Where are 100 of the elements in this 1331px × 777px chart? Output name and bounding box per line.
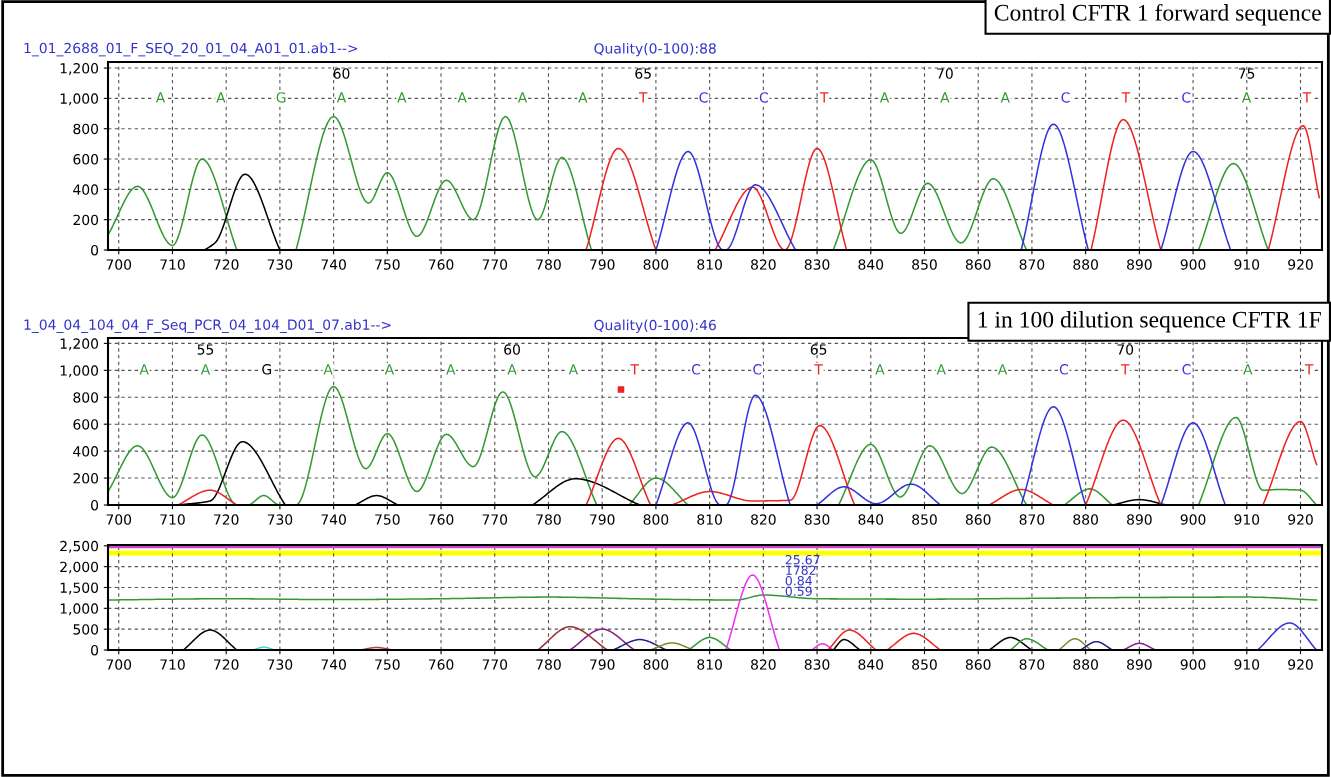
y-tick-label: 2,500 — [60, 540, 99, 553]
x-tick-label: 720 — [214, 514, 239, 525]
y-tick-label: 1,000 — [60, 365, 99, 378]
text: Quality(0-100):88 — [594, 42, 716, 57]
annotation: C — [753, 364, 762, 375]
y-tick-label: 600 — [73, 154, 99, 165]
annotation: T — [819, 92, 829, 103]
x2-tick-label: 60 — [504, 344, 520, 355]
y-tick-label: 400 — [73, 184, 99, 195]
text: 1_01_2688_01_F_SEQ_20_01_04_A01_01.ab1--> — [24, 42, 358, 57]
x-tick-label: 910 — [1234, 659, 1260, 670]
x-tick-label: 810 — [697, 659, 722, 670]
annotation: T — [814, 364, 823, 375]
y-tick-label: 1,500 — [60, 582, 99, 595]
x-tick-label: 740 — [321, 659, 346, 670]
x-tick-label: 790 — [590, 514, 615, 525]
x-tick-label: 800 — [643, 259, 669, 270]
x-tick-label: 810 — [697, 514, 722, 525]
x-tick-label: 780 — [536, 514, 561, 525]
annotation: A — [1241, 92, 1252, 103]
y-tick-label: 0 — [91, 244, 99, 256]
x-tick-label: 750 — [375, 659, 400, 670]
x-tick-label: 830 — [804, 514, 830, 525]
x-tick-label: 900 — [1180, 514, 1206, 525]
x-tick-label: 730 — [267, 659, 293, 670]
x-tick-label: 700 — [106, 514, 132, 525]
x-tick-label: 720 — [214, 659, 239, 670]
x2-tick-label: 75 — [1238, 68, 1255, 79]
annotation: A — [200, 364, 211, 375]
x-tick-label: 920 — [1288, 514, 1313, 525]
annotation: A — [155, 92, 166, 103]
annotation: A — [517, 92, 528, 103]
annotation: A — [446, 364, 456, 375]
annotation: A — [336, 92, 347, 103]
x-tick-label: 770 — [482, 659, 508, 670]
x-tick-label: 820 — [751, 659, 776, 670]
x-tick-label: 880 — [1073, 259, 1098, 270]
annotation: C — [691, 364, 701, 375]
x-tick-label: 920 — [1288, 659, 1313, 670]
x-tick-label: 900 — [1180, 659, 1206, 670]
x-tick-label: 790 — [590, 659, 615, 670]
annotation: A — [568, 364, 578, 375]
annotation: T — [1121, 92, 1131, 103]
annotation: A — [216, 92, 226, 103]
x-tick-label: 770 — [482, 514, 508, 525]
x-tick-label: 700 — [106, 259, 132, 270]
x-tick-label: 710 — [160, 514, 185, 525]
y-tick-label: 800 — [73, 392, 99, 403]
annotation: A — [507, 364, 517, 375]
x-tick-label: 820 — [751, 514, 776, 525]
x-tick-label: 910 — [1234, 259, 1260, 270]
annotation: C — [699, 92, 708, 103]
x-tick-label: 840 — [858, 514, 884, 525]
x-tick-label: 760 — [428, 659, 454, 670]
y-tick-label: 200 — [73, 214, 99, 226]
annotation: A — [323, 364, 333, 375]
x-tick-label: 860 — [965, 514, 991, 525]
x-tick-label: 840 — [858, 259, 884, 270]
x-tick-label: 720 — [214, 259, 239, 270]
annotation: A — [936, 364, 946, 375]
annotation: C — [1182, 364, 1191, 375]
x2-tick-label: 65 — [810, 344, 827, 355]
x-tick-label: 890 — [1127, 659, 1152, 670]
annotation: A — [384, 364, 395, 375]
annotation: A — [1243, 364, 1253, 375]
x-tick-label: 810 — [697, 259, 722, 270]
x2-tick-label: 70 — [937, 68, 953, 79]
x-tick-label: 780 — [536, 259, 561, 270]
x-tick-label: 710 — [160, 259, 185, 270]
x-tick-label: 860 — [965, 259, 991, 270]
x-tick-label: 890 — [1127, 514, 1152, 525]
y-tick-label: 600 — [73, 419, 99, 430]
annotation: C — [1061, 92, 1070, 103]
x-tick-label: 820 — [751, 259, 776, 270]
x2-tick-label: 60 — [333, 68, 350, 79]
x-tick-label: 730 — [267, 514, 293, 525]
x-tick-label: 740 — [321, 259, 346, 270]
x2-tick-label: 65 — [635, 68, 651, 79]
x-tick-label: 800 — [643, 659, 669, 670]
y-tick-label: 200 — [73, 473, 99, 484]
annotation: 1782 — [786, 565, 816, 575]
x-tick-label: 760 — [428, 514, 454, 525]
x-tick-label: 830 — [804, 259, 830, 270]
x-tick-label: 850 — [912, 259, 937, 270]
annotation: A — [139, 364, 149, 375]
x-tick-label: 780 — [536, 659, 561, 670]
y-tick-label: 0 — [91, 644, 99, 656]
x-tick-label: 770 — [482, 259, 508, 270]
x-tick-label: 870 — [1019, 659, 1045, 670]
x-tick-label: 880 — [1073, 514, 1098, 525]
x-tick-label: 790 — [590, 259, 615, 270]
x-tick-label: 710 — [160, 659, 185, 670]
annotation: A — [578, 92, 588, 103]
text: 1_04_04_104_04_F_Seq_PCR_04_104_D01_07.ab1--> — [24, 319, 391, 333]
annotation: A — [940, 92, 950, 103]
y-tick-label: 500 — [73, 624, 99, 635]
y-tick-label: 400 — [73, 446, 99, 457]
annotation: T — [1302, 92, 1312, 103]
annotation: A — [457, 92, 467, 103]
y-tick-label: 1,000 — [60, 603, 99, 616]
